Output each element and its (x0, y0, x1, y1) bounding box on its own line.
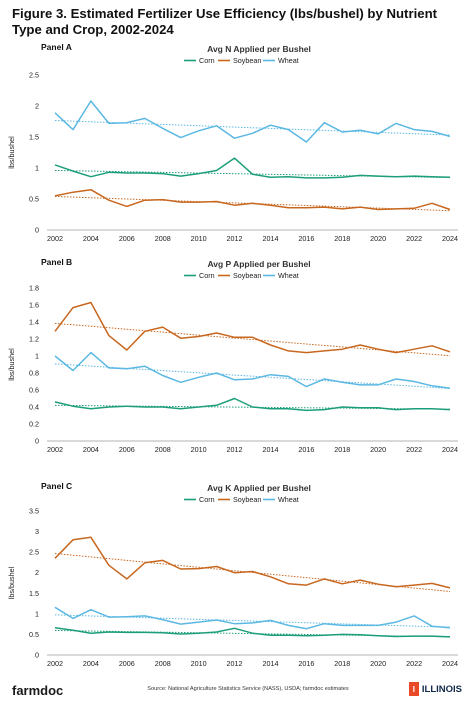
panel-c-series-corn (54, 627, 451, 638)
panel-a-ytick-0-5: 0.5 (29, 195, 39, 204)
panel-c-series-soybean (54, 536, 451, 589)
legend-label-corn: Corn (199, 56, 215, 65)
legend-label-corn: Corn (199, 495, 215, 504)
panel-b-ytick-0-6: 0.6 (29, 386, 39, 395)
panel-c-xtick-2016: 2016 (298, 659, 314, 668)
panel-c-xtick-2008: 2008 (155, 659, 171, 668)
panel-c-xtick-2006: 2006 (119, 659, 135, 668)
panel-b-ytick-1-2: 1.2 (29, 335, 39, 344)
legend-label-wheat: Wheat (278, 56, 299, 65)
panel-a-ytick-0: 0 (35, 226, 39, 235)
panel-c-ytick-0: 0 (35, 651, 39, 660)
panel-c-ytick-0-5: 0.5 (29, 630, 39, 639)
panel-a-ytick-2-5: 2.5 (29, 71, 39, 80)
panel-c-ytick-1-5: 1.5 (29, 589, 39, 598)
panel-c-xtick-2004: 2004 (83, 659, 99, 668)
panel-b-title: Avg P Applied per Bushel (207, 259, 310, 269)
panel-b-ytick-1-4: 1.4 (29, 318, 39, 327)
panel-b-xtick-2008: 2008 (155, 445, 171, 454)
panel-a-label: Panel A (41, 42, 72, 52)
panel-b-ytick-1: 1 (35, 352, 39, 361)
illinois-wordmark: ILLINOIS (421, 683, 462, 695)
figure-title: Figure 3. Estimated Fertilizer Use Effic… (12, 6, 438, 37)
panel-b-xtick-2024: 2024 (442, 445, 458, 454)
panel-c-xtick-2012: 2012 (227, 659, 243, 668)
panel-b-ytick-0: 0 (35, 437, 39, 446)
panel-c-ytick-1: 1 (35, 609, 39, 618)
panel-b-xtick-2002: 2002 (47, 445, 63, 454)
panel-b-xtick-2016: 2016 (298, 445, 314, 454)
panel-c-title: Avg K Applied per Bushel (207, 483, 311, 493)
panel-b-series-wheat (54, 351, 451, 390)
legend-label-wheat: Wheat (278, 495, 299, 504)
legend-label-soybean: Soybean (233, 495, 261, 504)
panel-a-ytick-1: 1 (35, 164, 39, 173)
panel-c-chart: Panel C Avg K Applied per Bushel Corn Soybe… (7, 481, 458, 668)
panel-b-ytick-0-8: 0.8 (29, 369, 39, 378)
panel-c-ytick-2: 2 (35, 568, 39, 577)
panel-a-xtick-2006: 2006 (119, 234, 135, 243)
panel-a-xtick-2008: 2008 (155, 234, 171, 243)
legend-label-corn: Corn (199, 271, 215, 280)
panel-a-xtick-2018: 2018 (334, 234, 350, 243)
panel-a-xtick-2020: 2020 (370, 234, 386, 243)
panel-b-xtick-2010: 2010 (191, 445, 207, 454)
panel-b-ytick-1-6: 1.6 (29, 301, 39, 310)
footer: farmdoc Source: National Agriculture Sta… (0, 680, 474, 703)
panel-c-label: Panel C (41, 481, 72, 491)
panel-c-ytick-3-5: 3.5 (29, 507, 39, 516)
panel-a-ylabel: lbs/bushel (7, 136, 16, 169)
panel-c-xtick-2010: 2010 (191, 659, 207, 668)
legend-label-soybean: Soybean (233, 271, 261, 280)
panel-b-xtick-2018: 2018 (334, 445, 350, 454)
panel-c-ytick-3: 3 (35, 527, 39, 536)
panel-c-xtick-2022: 2022 (406, 659, 422, 668)
panel-a-xtick-2024: 2024 (442, 234, 458, 243)
panel-c-xtick-2014: 2014 (262, 659, 278, 668)
panel-b-ylabel: lbs/bushel (7, 348, 16, 381)
panel-b-label: Panel B (41, 257, 72, 267)
panel-c-xtick-2020: 2020 (370, 659, 386, 668)
panel-a-ytick-2: 2 (35, 102, 39, 111)
panel-b-xtick-2004: 2004 (83, 445, 99, 454)
illinois-block-i-icon: I (408, 682, 419, 696)
panel-a-xtick-2004: 2004 (83, 234, 99, 243)
panel-b-xtick-2020: 2020 (370, 445, 386, 454)
panel-a-xtick-2002: 2002 (47, 234, 63, 243)
panel-c-ytick-2-5: 2.5 (29, 548, 39, 557)
panel-a-series-wheat (54, 100, 451, 143)
panel-a-xtick-2016: 2016 (298, 234, 314, 243)
farmdoc-logo: farmdoc (12, 683, 64, 698)
panel-b-xtick-2022: 2022 (406, 445, 422, 454)
panel-b-xtick-2014: 2014 (262, 445, 278, 454)
panel-b-ytick-1-8: 1.8 (29, 284, 39, 293)
panel-a-xtick-2022: 2022 (406, 234, 422, 243)
panel-b-series-soybean (54, 301, 451, 354)
panel-a-chart: Panel A Avg N Applied per Bushel Corn Soybe… (7, 42, 458, 243)
panel-b-xtick-2006: 2006 (119, 445, 135, 454)
panel-a-xtick-2010: 2010 (191, 234, 207, 243)
panel-b-chart: Panel B Avg P Applied per Bushel Corn Soybe… (7, 257, 458, 454)
panel-a-series-soybean (54, 188, 451, 211)
illinois-logo: I ILLINOIS (408, 682, 462, 696)
panel-a-xtick-2012: 2012 (227, 234, 243, 243)
panel-a-series-corn (54, 157, 451, 179)
legend-label-soybean: Soybean (233, 56, 261, 65)
panel-c-series-wheat (54, 606, 451, 630)
panel-b-xtick-2012: 2012 (227, 445, 243, 454)
panel-a-title: Avg N Applied per Bushel (207, 44, 311, 54)
panel-a-ytick-1-5: 1.5 (29, 133, 39, 142)
panel-a-xtick-2014: 2014 (262, 234, 278, 243)
panel-c-xtick-2002: 2002 (47, 659, 63, 668)
panel-b-series-corn (54, 397, 451, 412)
panel-c-xtick-2018: 2018 (334, 659, 350, 668)
panel-b-ytick-0-2: 0.2 (29, 420, 39, 429)
panel-b-ytick-0-4: 0.4 (29, 403, 39, 412)
panel-c-xtick-2024: 2024 (442, 659, 458, 668)
source-note: Source: National Agriculture Statistics … (147, 686, 349, 692)
legend-label-wheat: Wheat (278, 271, 299, 280)
panel-c-ylabel: lbs/bushel (7, 566, 16, 599)
